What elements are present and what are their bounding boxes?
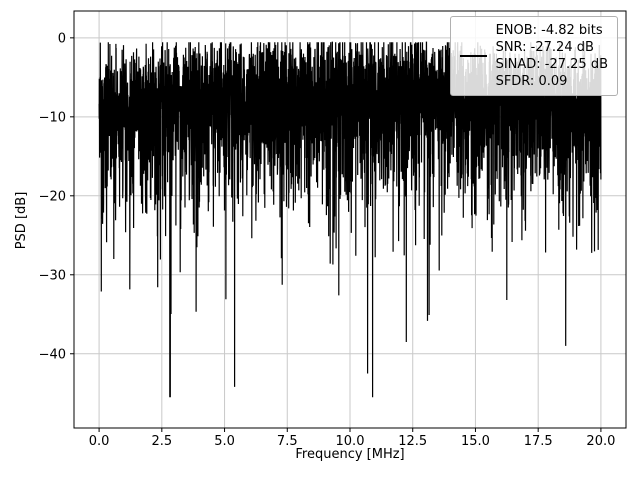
- y-tick-label: −30: [39, 268, 66, 283]
- x-tick-label: 2.5: [151, 434, 172, 449]
- x-tick-label: 12.5: [398, 434, 427, 449]
- legend-line-enob: ENOB: -4.82 bits: [495, 23, 603, 38]
- psd-trace: [98, 41, 602, 398]
- y-axis-label: PSD [dB]: [14, 191, 29, 250]
- x-tick-label: 20.0: [586, 434, 615, 449]
- x-tick-label: 10.0: [336, 434, 365, 449]
- legend-line-snr: SNR: -27.24 dB: [495, 40, 594, 55]
- y-tick-label: −10: [39, 110, 66, 125]
- legend-line-sinad: SINAD: -27.25 dB: [495, 57, 608, 72]
- x-tick-label: 17.5: [524, 434, 553, 449]
- y-tick-label: −40: [39, 347, 66, 362]
- legend-line-sample: [459, 55, 487, 57]
- legend: ENOB: -4.82 bits SNR: -27.24 dB SINAD: -…: [449, 16, 618, 96]
- y-tick-label: 0: [58, 31, 66, 46]
- legend-text: ENOB: -4.82 bits SNR: -27.24 dB SINAD: -…: [496, 22, 608, 90]
- x-tick-label: 5.0: [214, 434, 235, 449]
- legend-line-sfdr: SFDR: 0.09: [495, 74, 568, 89]
- x-axis-label: Frequency [MHz]: [295, 447, 405, 462]
- x-tick-label: 15.0: [461, 434, 490, 449]
- x-tick-label: 7.5: [277, 434, 298, 449]
- x-tick-label: 0.0: [89, 434, 110, 449]
- y-tick-label: −20: [39, 189, 66, 204]
